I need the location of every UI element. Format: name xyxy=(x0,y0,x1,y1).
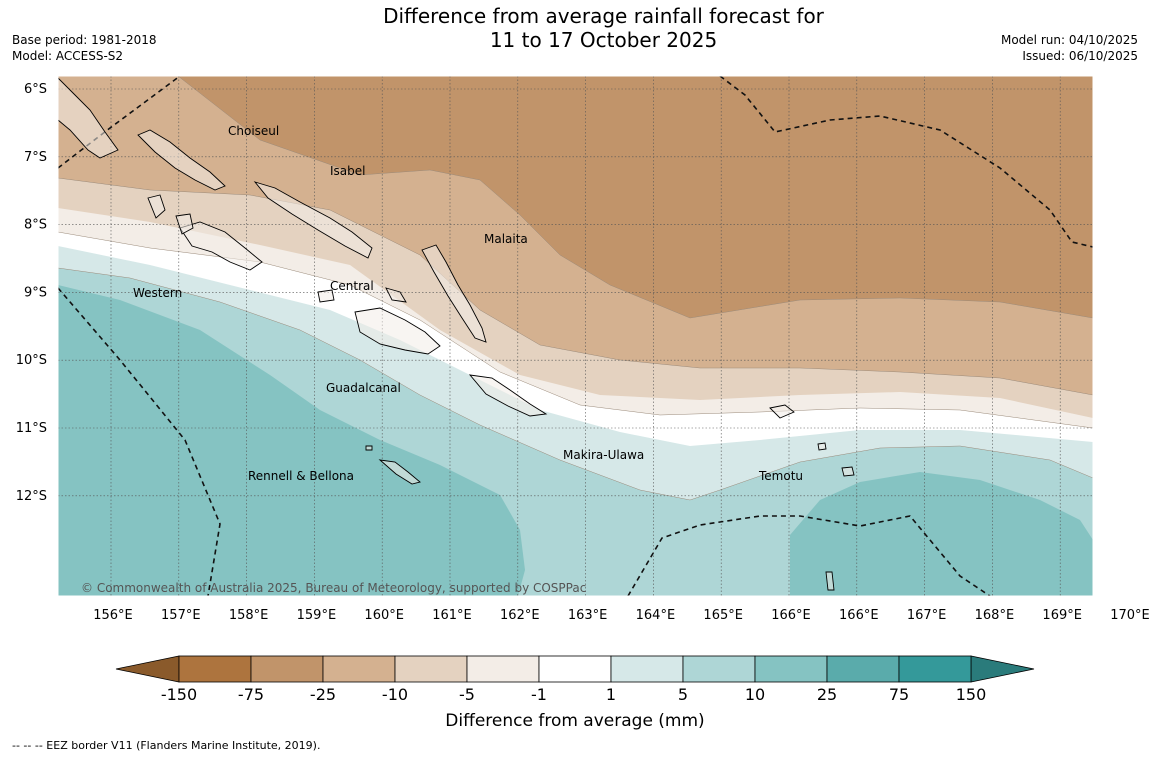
lon-label: 170°E xyxy=(1110,608,1150,623)
colorbar-swatch xyxy=(610,655,684,683)
lon-label: 168°E xyxy=(975,608,1015,623)
colorbar-tick-label: 25 xyxy=(817,685,837,704)
vella-lavella-island xyxy=(147,194,166,219)
lon-label: 162°E xyxy=(500,608,540,623)
issued-date: Issued: 06/10/2025 xyxy=(1022,49,1138,63)
colorbar-swatch xyxy=(754,655,828,683)
colorbar-swatch xyxy=(322,655,396,683)
lat-label: 8°S xyxy=(24,218,47,233)
lon-label: 161°E xyxy=(432,608,472,623)
map-title: Difference from average rainfall forecas… xyxy=(0,4,1150,52)
florida-islands xyxy=(317,289,335,303)
russell-islands xyxy=(385,287,407,303)
base-period: Base period: 1981-2018 xyxy=(12,33,157,47)
model-name: Model: ACCESS-S2 xyxy=(12,49,124,63)
kolombangara-island xyxy=(175,213,194,235)
colorbar-swatch xyxy=(250,655,324,683)
colorbar-tick-label: -5 xyxy=(459,685,475,704)
colorbar-label: Difference from average (mm) xyxy=(445,711,704,731)
title-line-2: 11 to 17 October 2025 xyxy=(489,28,718,52)
santa-cruz-island xyxy=(769,404,795,419)
colorbar-tick-label: -10 xyxy=(382,685,408,704)
label-isabel: Isabel xyxy=(330,164,365,178)
longitude-labels: 156°E 157°E 158°E 159°E 160°E 161°E 162°E 163°E… xyxy=(93,608,1150,623)
label-choiseul: Choiseul xyxy=(228,124,279,138)
lon-label: 167°E xyxy=(907,608,947,623)
colorbar-tick-label: -75 xyxy=(238,685,264,704)
colorbar-tick-label: 1 xyxy=(606,685,616,704)
colorbar-swatch xyxy=(394,655,468,683)
anuta-islet xyxy=(825,571,835,591)
meta-right: Model run: 04/10/2025 Issued: 06/10/2025 xyxy=(1001,32,1138,64)
coastlines xyxy=(58,77,855,591)
band-wet-10-east xyxy=(790,472,1093,596)
label-rennell-bellona: Rennell & Bellona xyxy=(248,469,354,483)
label-central: Central xyxy=(330,279,374,293)
lon-label: 165°E xyxy=(703,608,743,623)
lon-label: 164°E xyxy=(636,608,676,623)
lon-label: 160°E xyxy=(364,608,404,623)
choiseul-island xyxy=(137,129,226,191)
colorbar-tick-label: -150 xyxy=(161,685,197,704)
colorbar-tick-label: 10 xyxy=(745,685,765,704)
model-run: Model run: 04/10/2025 xyxy=(1000,33,1138,47)
lon-label: 159°E xyxy=(297,608,337,623)
lat-label: 10°S xyxy=(16,353,47,368)
colorbar-tick-label: 75 xyxy=(889,685,909,704)
lon-label: 163°E xyxy=(568,608,608,623)
region-labels: Choiseul Isabel Malaita Central Western … xyxy=(133,124,803,483)
bougainville-island xyxy=(58,77,119,159)
eez-borders xyxy=(58,76,1093,596)
lat-label: 12°S xyxy=(16,489,47,504)
lat-label: 11°S xyxy=(16,421,47,436)
colorbar-swatch xyxy=(826,655,900,683)
isabel-island xyxy=(253,181,373,259)
copyright-text: © Commonwealth of Australia 2025, Bureau… xyxy=(81,581,586,595)
label-malaita: Malaita xyxy=(484,232,528,246)
vanikoro-island xyxy=(841,466,855,477)
lon-label: 158°E xyxy=(229,608,269,623)
colorbar-swatch xyxy=(178,655,252,683)
makira-island xyxy=(468,374,548,417)
rainfall-anomaly-field xyxy=(58,76,1093,596)
lat-label: 9°S xyxy=(24,285,47,300)
colorbar-tick-label: 150 xyxy=(956,685,987,704)
utupua-island xyxy=(817,442,827,451)
band-wet-10-west xyxy=(58,285,525,596)
colorbar: -150 -75 -25 -10 -5 -1 1 5 10 25 75 150 xyxy=(115,655,1035,704)
colorbar-tick-label: -25 xyxy=(310,685,336,704)
lon-label: 157°E xyxy=(161,608,201,623)
meta-left: Base period: 1981-2018 Model: ACCESS-S2 xyxy=(12,32,157,64)
lon-label: 156°E xyxy=(93,608,133,623)
title-line-1: Difference from average rainfall forecas… xyxy=(383,4,824,28)
rennell-small-islet xyxy=(365,445,373,451)
colorbar-swatch xyxy=(898,655,972,683)
map-frame xyxy=(57,75,1094,597)
guadalcanal-island xyxy=(354,307,441,355)
new-georgia-islands xyxy=(179,221,263,271)
rennell-island xyxy=(378,459,421,485)
lon-label: 169°E xyxy=(1042,608,1082,623)
lat-label: 6°S xyxy=(24,82,47,97)
colorbar-extend-low xyxy=(115,655,180,683)
label-temotu: Temotu xyxy=(758,469,803,483)
lat-label: 7°S xyxy=(24,150,47,165)
colorbar-swatch xyxy=(466,655,540,683)
label-western: Western xyxy=(133,286,182,300)
lon-label: 166°E xyxy=(839,608,879,623)
colorbar-swatch xyxy=(682,655,756,683)
latitude-labels: 6°S 7°S 8°S 9°S 10°S 11°S 12°S xyxy=(16,82,47,504)
malaita-island xyxy=(421,244,487,343)
eez-footnote: -- -- -- EEZ border V11 (Flanders Marine… xyxy=(12,739,321,752)
label-guadalcanal: Guadalcanal xyxy=(326,381,401,395)
colorbar-swatch xyxy=(538,655,612,683)
colorbar-tick-label: 5 xyxy=(678,685,688,704)
colorbar-tick-label: -1 xyxy=(531,685,547,704)
lon-label: 166°E xyxy=(771,608,811,623)
colorbar-extend-high xyxy=(970,655,1035,683)
label-makira: Makira-Ulawa xyxy=(563,448,644,462)
